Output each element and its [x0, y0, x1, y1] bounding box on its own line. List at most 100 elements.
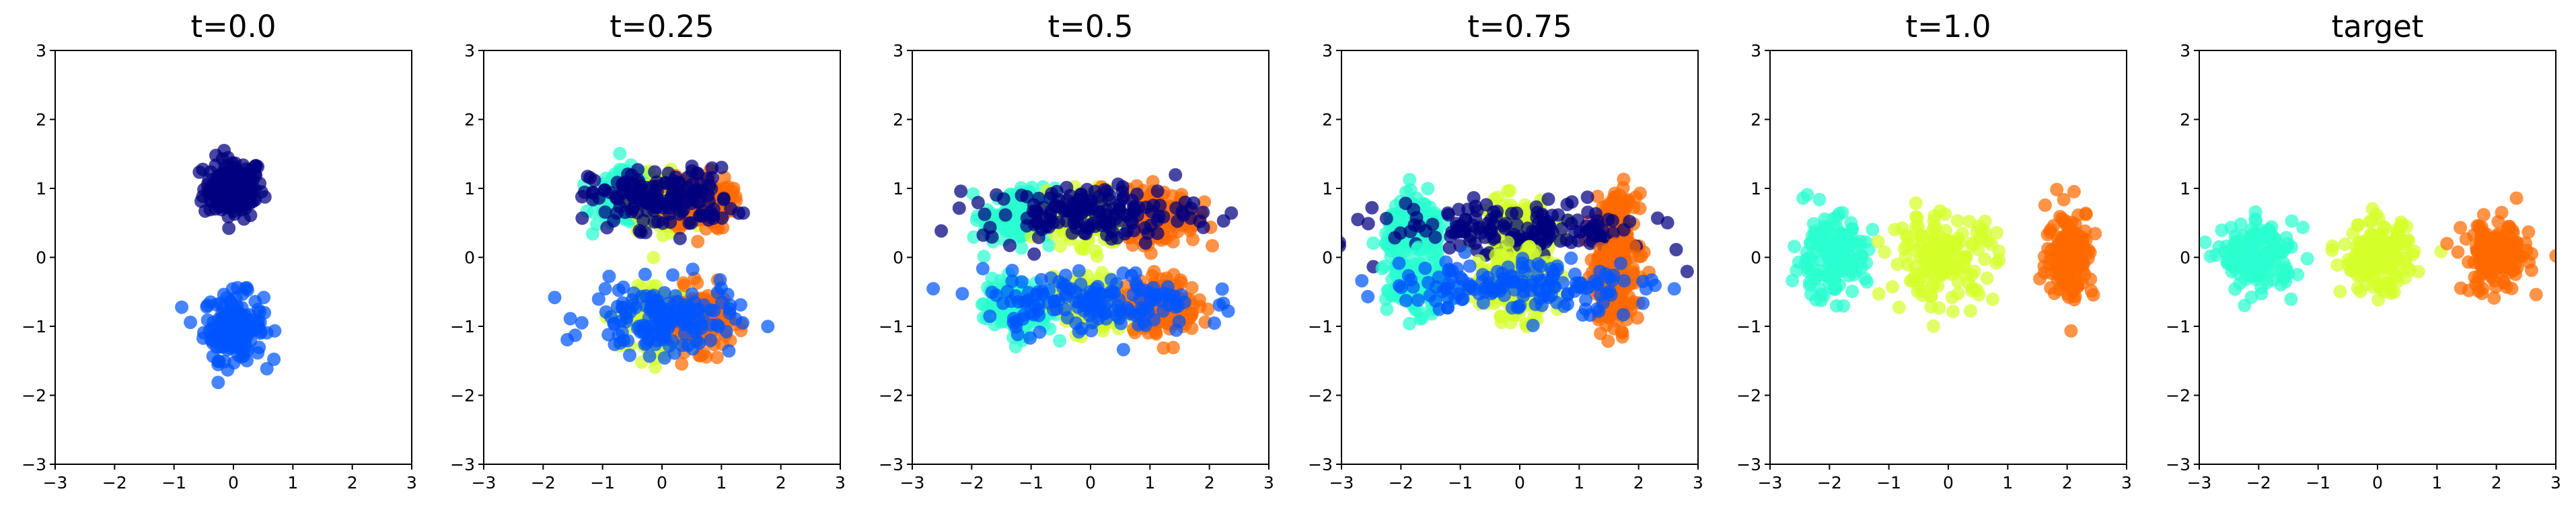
scatter-point [2399, 252, 2413, 266]
scatter-point [1015, 241, 1029, 255]
scatter-point [626, 293, 640, 307]
scatter-point [1403, 173, 1417, 186]
scatter-point [2238, 299, 2252, 312]
scatter-point [1818, 236, 1833, 250]
scatter-point [1933, 204, 1947, 218]
x-tick-label: −1 [1448, 473, 1473, 493]
y-tick-label: 0 [1751, 248, 1761, 268]
scatter-point [983, 309, 997, 323]
scatter-point [675, 357, 689, 371]
scatter-point [1627, 201, 1641, 215]
scatter-point [1411, 293, 1425, 307]
x-tick-label: 2 [776, 473, 786, 493]
x-tick-label: −1 [1019, 473, 1043, 493]
scatter-points [175, 143, 282, 390]
scatter-point [1601, 213, 1615, 227]
x-tick-label: −2 [1389, 473, 1413, 493]
scatter-point [1593, 231, 1607, 246]
scatter-point [1538, 289, 1552, 303]
scatter-point [2275, 262, 2289, 277]
scatter-point [2069, 246, 2083, 260]
scatter-point [548, 291, 562, 305]
scatter-point [600, 221, 614, 235]
scatter-point [647, 215, 661, 229]
y-tick-label: 0 [464, 248, 475, 268]
scatter-point [1555, 276, 1570, 290]
scatter-point [2067, 184, 2081, 198]
scatter-point [1806, 217, 1820, 231]
scatter-point [2061, 226, 2075, 240]
scatter-point [1581, 205, 1595, 219]
scatter-point [1421, 182, 1435, 196]
scatter-point [934, 224, 949, 238]
scatter-point [2038, 198, 2052, 212]
scatter-point [683, 304, 697, 318]
scatter-point [1442, 241, 1457, 255]
y-tick-label: −2 [22, 386, 46, 406]
scatter-point [1058, 204, 1072, 218]
scatter-point [2371, 211, 2386, 225]
scatter-point [1476, 296, 1490, 309]
scatter-point [1529, 297, 1543, 312]
scatter-point [1090, 249, 1104, 263]
scatter-point [240, 328, 254, 342]
scatter-point [1034, 272, 1048, 287]
scatter-point [2068, 289, 2082, 303]
scatter-point [657, 351, 671, 365]
x-tick-label: 1 [1574, 473, 1584, 493]
x-tick-label: 3 [1263, 473, 1274, 493]
scatter-point [1669, 243, 1683, 256]
scatter-point [1193, 293, 1206, 307]
scatter-point [1082, 218, 1096, 232]
scatter-point [1564, 251, 1578, 265]
scatter-point [1060, 311, 1074, 325]
scatter-point [1020, 190, 1034, 204]
scatter-point [234, 350, 248, 364]
scatter-point [2041, 242, 2055, 256]
scatter-point [1932, 301, 1946, 315]
scatter-point [612, 283, 626, 297]
scatter-point [624, 205, 638, 219]
scatter-point [1403, 317, 1417, 330]
scatter-point [632, 319, 646, 333]
scatter-point [1111, 177, 1126, 191]
x-tick-label: −2 [1817, 473, 1842, 493]
scatter-point [587, 174, 601, 188]
y-tick-label: −1 [450, 317, 475, 336]
scatter-point [1403, 225, 1418, 238]
scatter-point [267, 353, 281, 366]
scatter-point [1086, 286, 1100, 300]
scatter-point [586, 185, 600, 199]
scatter-point [1950, 214, 1964, 228]
scatter-point [1399, 293, 1413, 307]
scatter-point [1872, 287, 1886, 301]
scatter-point [1557, 299, 1571, 314]
scatter-point [1990, 225, 2004, 240]
scatter-point [685, 287, 699, 301]
y-tick-label: 1 [893, 179, 904, 198]
scatter-point [1394, 281, 1408, 295]
scatter-point [2067, 259, 2081, 273]
scatter-point [1452, 287, 1466, 301]
scatter-point [1564, 235, 1578, 250]
scatter-point [1510, 206, 1524, 220]
scatter-point [977, 250, 991, 264]
x-tick-label: 2 [2062, 473, 2073, 493]
x-tick-label: −2 [959, 473, 984, 493]
subplot-title: t=0.25 [610, 9, 714, 44]
scatter-point [2352, 235, 2366, 249]
scatter-point [1005, 275, 1019, 288]
scatter-point [693, 177, 707, 190]
scatter-point [1193, 215, 1207, 228]
scatter-point [1636, 296, 1650, 310]
y-tick-label: 3 [36, 41, 46, 61]
scatter-point [598, 205, 612, 219]
scatter-point [1950, 261, 1963, 275]
scatter-point [2351, 259, 2365, 273]
scatter-point [1452, 203, 1466, 217]
scatter-point [1518, 198, 1532, 212]
x-tick-label: −3 [1329, 473, 1354, 493]
